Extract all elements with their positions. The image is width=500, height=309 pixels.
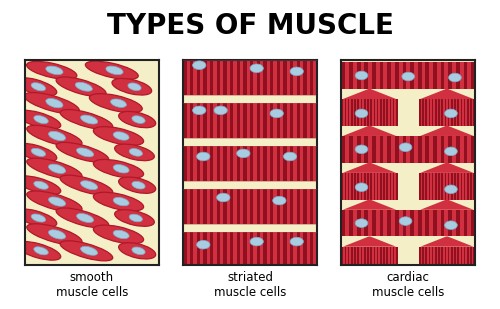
Text: smooth
muscle cells: smooth muscle cells xyxy=(56,271,128,299)
Text: TYPES OF MUSCLE: TYPES OF MUSCLE xyxy=(106,12,394,40)
Text: cardiac
muscle cells: cardiac muscle cells xyxy=(372,271,444,299)
Text: striated
muscle cells: striated muscle cells xyxy=(214,271,286,299)
